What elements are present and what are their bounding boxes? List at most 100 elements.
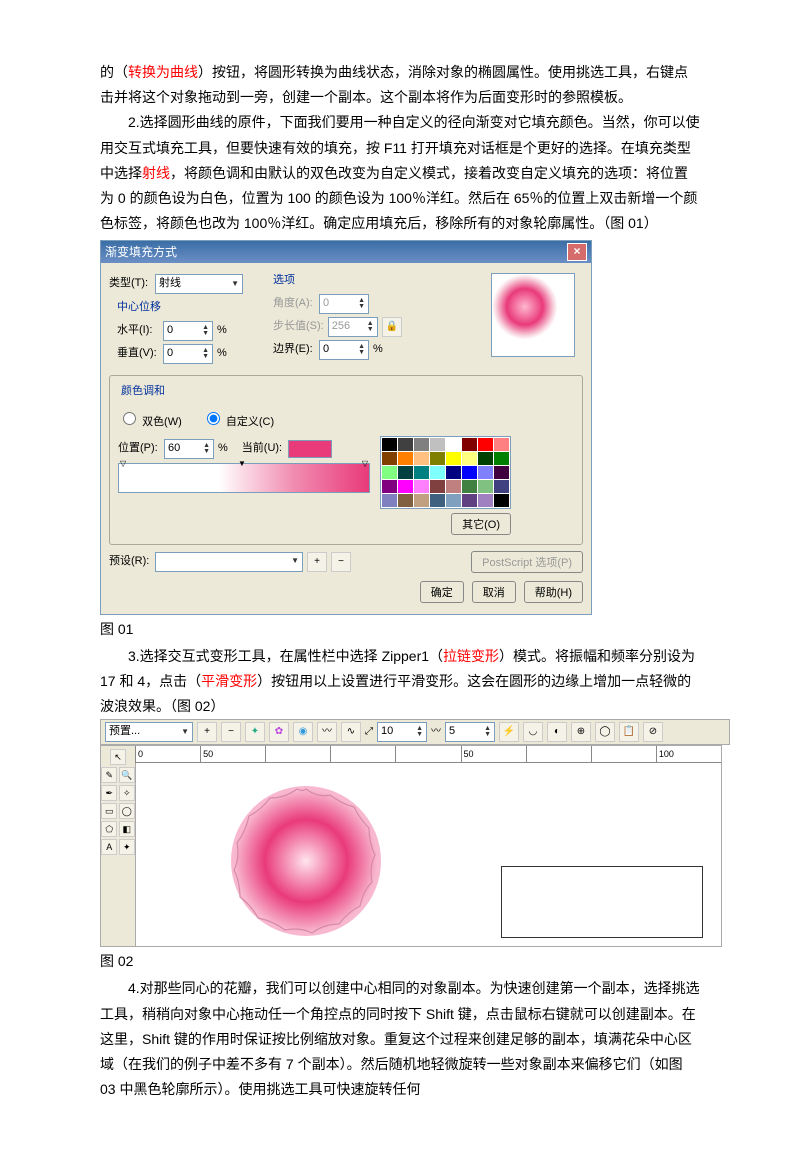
current-color[interactable] xyxy=(288,440,332,458)
text-tool-icon[interactable]: A xyxy=(101,839,117,855)
ellipse-tool-icon[interactable]: ◯ xyxy=(119,803,135,819)
smooth-icon[interactable]: ◡ xyxy=(523,722,543,742)
close-icon[interactable]: × xyxy=(567,243,587,261)
palette-swatch[interactable] xyxy=(478,438,493,451)
palette-swatch[interactable] xyxy=(382,452,397,465)
red-text-4: 平滑变形 xyxy=(201,673,257,689)
preset-combo-2[interactable]: 预置...▼ xyxy=(105,722,193,742)
palette-swatch[interactable] xyxy=(382,494,397,507)
frequency-input[interactable]: 5▲▼ xyxy=(445,722,495,742)
add-preset-icon[interactable]: + xyxy=(307,552,327,572)
pick-tool-icon[interactable]: ↖ xyxy=(110,749,126,765)
palette-swatch[interactable] xyxy=(478,494,493,507)
palette-swatch[interactable] xyxy=(494,494,509,507)
palette-swatch[interactable] xyxy=(398,438,413,451)
lock-icon[interactable]: 🔒 xyxy=(382,317,402,337)
shapes-tool-icon[interactable]: ◧ xyxy=(119,821,135,837)
palette-swatch[interactable] xyxy=(398,466,413,479)
two-color-radio[interactable]: 双色(W) xyxy=(118,409,182,433)
figure-caption-01: 图 01 xyxy=(100,617,700,642)
palette-swatch[interactable] xyxy=(430,480,445,493)
type-combo[interactable]: 射线▼ xyxy=(155,274,243,294)
preset-label: 预设(R): xyxy=(109,552,151,572)
center-icon[interactable]: ⊕ xyxy=(571,722,591,742)
red-text-3: 拉链变形 xyxy=(443,648,499,664)
palette-swatch[interactable] xyxy=(430,466,445,479)
horiz-input[interactable]: 0▲▼ xyxy=(163,321,213,341)
palette-swatch[interactable] xyxy=(462,480,477,493)
palette-swatch[interactable] xyxy=(398,452,413,465)
palette-swatch[interactable] xyxy=(430,438,445,451)
ok-button[interactable]: 确定 xyxy=(420,581,464,603)
palette-swatch[interactable] xyxy=(446,466,461,479)
palette-swatch[interactable] xyxy=(430,494,445,507)
palette-swatch[interactable] xyxy=(398,480,413,493)
ruler-mark: 0 xyxy=(135,746,200,762)
cancel-button[interactable]: 取消 xyxy=(472,581,516,603)
palette-swatch[interactable] xyxy=(494,466,509,479)
current-label: 当前(U): xyxy=(242,439,284,459)
remove-icon[interactable]: − xyxy=(221,722,241,742)
palette-swatch[interactable] xyxy=(478,466,493,479)
horiz-label: 水平(I): xyxy=(117,321,159,341)
ruler-mark: 50 xyxy=(200,746,265,762)
palette-swatch[interactable] xyxy=(494,480,509,493)
other-button[interactable]: 其它(O) xyxy=(451,513,511,535)
palette-swatch[interactable] xyxy=(494,452,509,465)
palette-swatch[interactable] xyxy=(446,480,461,493)
clear-icon[interactable]: ⊘ xyxy=(643,722,663,742)
ruler-mark xyxy=(526,746,591,762)
help-button[interactable]: 帮助(H) xyxy=(524,581,583,603)
shape-tool-icon[interactable]: ✎ xyxy=(101,767,117,783)
palette-swatch[interactable] xyxy=(414,494,429,507)
palette-swatch[interactable] xyxy=(462,494,477,507)
palette-swatch[interactable] xyxy=(398,494,413,507)
palette-swatch[interactable] xyxy=(462,452,477,465)
palette-swatch[interactable] xyxy=(478,480,493,493)
freehand-tool-icon[interactable]: ✒ xyxy=(101,785,117,801)
local-icon[interactable]: ◐ xyxy=(547,722,567,742)
random-icon[interactable]: ⚡ xyxy=(499,722,519,742)
paragraph-3: 3.选择交互式变形工具，在属性栏中选择 Zipper1（拉链变形）模式。将振幅和… xyxy=(100,644,700,720)
palette-swatch[interactable] xyxy=(446,438,461,451)
palette-swatch[interactable] xyxy=(446,452,461,465)
add-icon[interactable]: + xyxy=(197,722,217,742)
angle-input: 0▲▼ xyxy=(319,294,369,314)
rect-tool-icon[interactable]: ▭ xyxy=(101,803,117,819)
palette-swatch[interactable] xyxy=(494,438,509,451)
edge-input[interactable]: 0▲▼ xyxy=(319,340,369,360)
polygon-tool-icon[interactable]: ⬠ xyxy=(101,821,117,837)
copy-props-icon[interactable]: 📋 xyxy=(619,722,639,742)
wave2-icon[interactable]: ∿ xyxy=(341,722,361,742)
amplitude-input[interactable]: 10▲▼ xyxy=(377,722,427,742)
palette-swatch[interactable] xyxy=(382,438,397,451)
edge-label: 边界(E): xyxy=(273,340,315,360)
gradient-dialog: 渐变填充方式 × 类型(T): 射线▼ 中心位移 水平(I): 0▲▼ % xyxy=(100,240,592,614)
remove-preset-icon[interactable]: − xyxy=(331,552,351,572)
preset-combo[interactable]: ▼ xyxy=(155,552,303,572)
palette-swatch[interactable] xyxy=(414,480,429,493)
smart-tool-icon[interactable]: ✧ xyxy=(119,785,135,801)
palette-swatch[interactable] xyxy=(446,494,461,507)
palette-swatch[interactable] xyxy=(382,480,397,493)
wave1-icon[interactable]: 〰 xyxy=(317,722,337,742)
palette-swatch[interactable] xyxy=(414,466,429,479)
palette-swatch[interactable] xyxy=(462,466,477,479)
palette-swatch[interactable] xyxy=(430,452,445,465)
interactive-tool-icon[interactable]: ✦ xyxy=(119,839,135,855)
palette-swatch[interactable] xyxy=(462,438,477,451)
palette-swatch[interactable] xyxy=(382,466,397,479)
position-input[interactable]: 60▲▼ xyxy=(164,439,214,459)
vert-input[interactable]: 0▲▼ xyxy=(163,344,213,364)
color-palette[interactable] xyxy=(380,436,511,509)
palette-swatch[interactable] xyxy=(478,452,493,465)
zoom-tool-icon[interactable]: 🔍 xyxy=(119,767,135,783)
zipper-icon[interactable]: ✿ xyxy=(269,722,289,742)
palette-swatch[interactable] xyxy=(414,452,429,465)
palette-swatch[interactable] xyxy=(414,438,429,451)
ruler: 05050100 xyxy=(135,746,721,763)
convert-icon[interactable]: ◯ xyxy=(595,722,615,742)
twister-icon[interactable]: ◉ xyxy=(293,722,313,742)
push-pull-icon[interactable]: ✦ xyxy=(245,722,265,742)
custom-radio[interactable]: 自定义(C) xyxy=(202,409,274,433)
